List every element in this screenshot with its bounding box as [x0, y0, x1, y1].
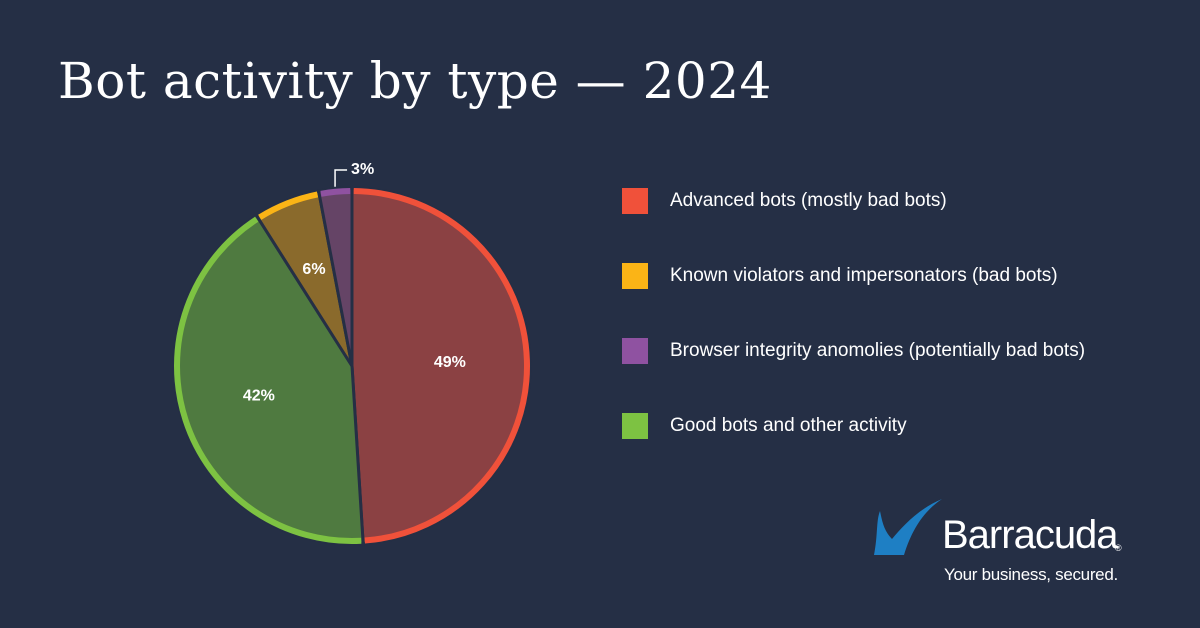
pie-slice-rim-2: [258, 191, 319, 220]
legend-item-known-violators: Known violators and impersonators (bad b…: [622, 261, 1182, 291]
chart-title: Bot activity by type — 2024: [58, 52, 772, 110]
legend-label: Browser integrity anomolies (potentially…: [670, 340, 1086, 361]
pie-slice-rim-1: [174, 216, 362, 544]
brand-tagline: Your business, secured.: [944, 565, 1118, 584]
legend-swatch: [622, 338, 648, 364]
callout-line: [334, 169, 348, 187]
pie-chart: 49% 42% 6% 3%: [172, 161, 532, 546]
slice-value-label: 42%: [243, 387, 275, 404]
legend-swatch: [622, 188, 648, 214]
slice-value-label: 49%: [434, 354, 466, 371]
pie-slice-rim-3: [320, 188, 351, 197]
shark-fin-icon: [874, 499, 942, 555]
chart-legend: Advanced bots (mostly bad bots) Known vi…: [622, 186, 1182, 486]
legend-label: Advanced bots (mostly bad bots): [670, 190, 947, 211]
registered-mark: ®: [1115, 543, 1122, 553]
slice-value-label: 3%: [351, 161, 374, 178]
legend-item-browser-integrity: Browser integrity anomolies (potentially…: [622, 336, 1182, 366]
brand-name: Barracuda: [942, 513, 1119, 557]
legend-item-good-bots: Good bots and other activity: [622, 411, 1182, 441]
barracuda-logo: Barracuda ® Your business, secured.: [872, 497, 1132, 597]
legend-label: Known violators and impersonators (bad b…: [670, 265, 1058, 286]
slice-value-label: 6%: [302, 261, 325, 278]
legend-swatch: [622, 263, 648, 289]
legend-label: Good bots and other activity: [670, 415, 907, 436]
legend-swatch: [622, 413, 648, 439]
pie-slice-rim-0: [353, 188, 530, 544]
legend-item-advanced-bots: Advanced bots (mostly bad bots): [622, 186, 1182, 216]
